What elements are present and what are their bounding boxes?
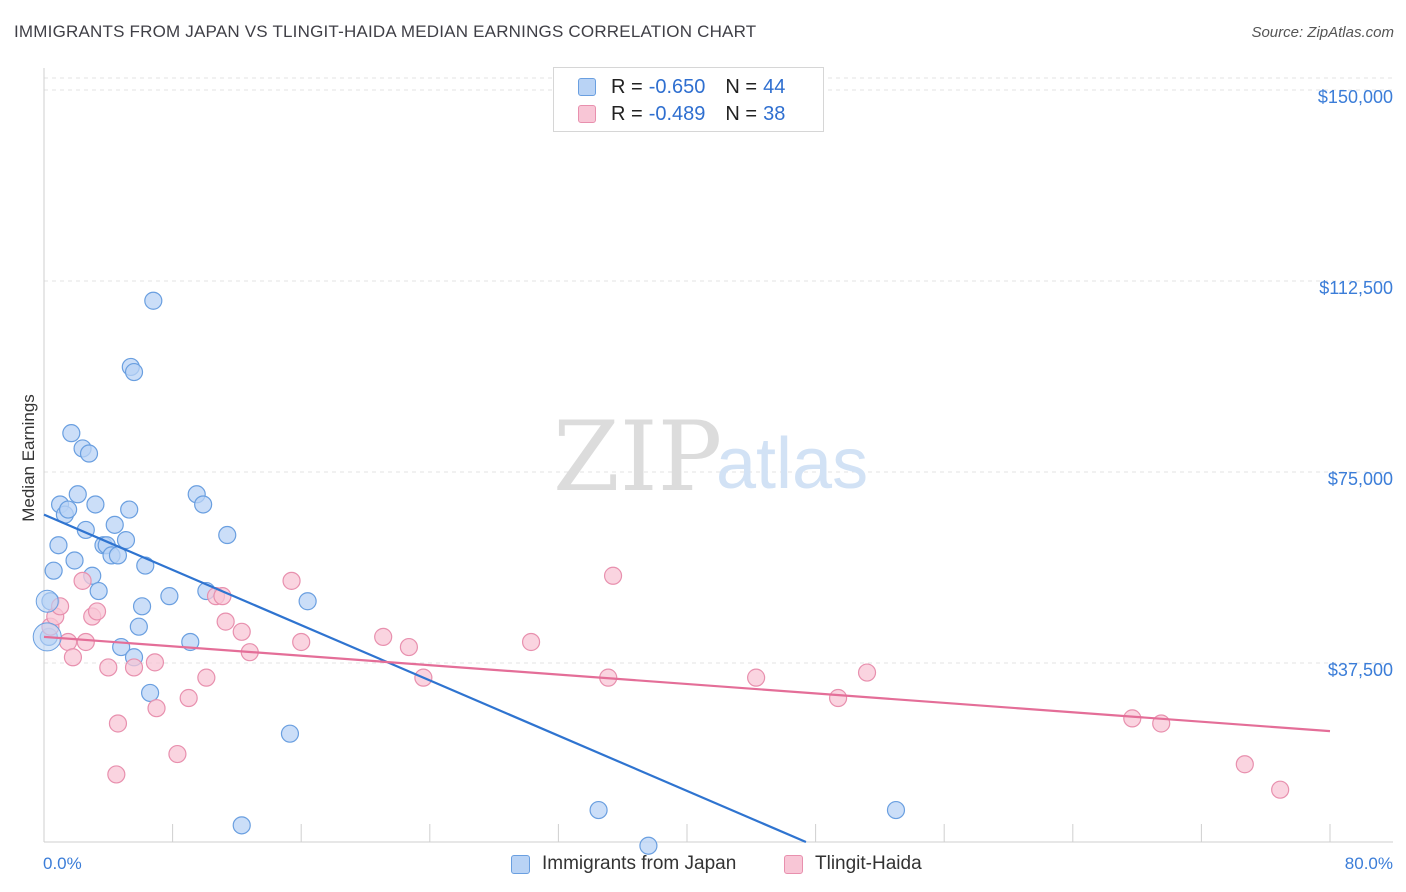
y-tick-label: $75,000 — [1328, 469, 1393, 489]
y-tick-label: $150,000 — [1318, 87, 1393, 107]
tlingit-point — [374, 627, 393, 646]
japan-point — [68, 485, 87, 504]
tlingit-point — [829, 688, 848, 708]
tlingit-point — [216, 612, 235, 631]
japan-point — [886, 800, 906, 820]
y-axis-label: Median Earnings — [19, 394, 38, 522]
swatch-japan — [578, 78, 596, 96]
japan-point — [280, 724, 300, 743]
r-label: R = — [611, 75, 643, 98]
x-tick-min: 0.0% — [43, 854, 82, 873]
bottom-swatch-japan — [511, 854, 530, 874]
japan-point — [140, 683, 160, 703]
tlingit-point — [147, 699, 166, 718]
japan-point — [35, 589, 59, 613]
chart-source: Source: ZipAtlas.com — [1251, 24, 1394, 41]
chart-title: IMMIGRANTS FROM JAPAN VS TLINGIT-HAIDA M… — [14, 22, 757, 41]
tlingit-point — [1235, 755, 1254, 774]
r-value-japan: -0.650 — [648, 75, 706, 98]
tlingit-point — [76, 632, 95, 652]
y-tick-label: $37,500 — [1328, 660, 1393, 680]
japan-point — [116, 531, 136, 550]
tlingit-point — [87, 602, 107, 621]
watermark-atlas: atlas — [716, 424, 868, 504]
bottom-legend-label-japan: Immigrants from Japan — [542, 853, 737, 874]
tlingit-trend-line — [43, 635, 1331, 733]
japan-point — [89, 581, 108, 601]
n-label: N = — [725, 102, 758, 125]
japan-point — [59, 500, 78, 519]
japan-point — [160, 587, 179, 606]
tlingit-point — [59, 632, 78, 652]
watermark-zip: ZIP — [553, 401, 722, 513]
axes — [43, 68, 1393, 843]
n-value-tlingit: 38 — [763, 102, 786, 125]
japan-point — [232, 816, 251, 835]
tlingit-point — [232, 622, 251, 641]
correlation-legend: R = -0.650 N = 44 R = -0.489 N = 38 — [553, 67, 824, 132]
bottom-legend-label-tlingit: Tlingit-Haida — [815, 853, 922, 874]
r-value-tlingit: -0.489 — [648, 102, 706, 125]
japan-point — [49, 536, 68, 555]
y-tick-labels: $150,000 $112,500 $75,000 $37,500 — [1318, 87, 1393, 680]
y-tick-label: $112,500 — [1319, 278, 1393, 298]
x-tick-max: 80.0% — [1345, 854, 1393, 873]
tlingit-point — [399, 637, 419, 657]
r-label: R = — [611, 102, 643, 125]
japan-point — [44, 561, 63, 580]
bottom-legend-japan: Immigrants from Japan — [511, 851, 736, 877]
tlingit-point — [747, 668, 766, 687]
tlingit-point — [107, 765, 126, 784]
tlingit-point — [108, 714, 128, 733]
japan-point — [79, 444, 99, 463]
tlingit-point — [282, 571, 301, 590]
japan-point — [298, 592, 317, 611]
n-value-japan: 44 — [763, 75, 786, 98]
japan-trend-line — [43, 513, 807, 844]
bottom-legend-tlingit: Tlingit-Haida — [784, 851, 922, 877]
japan-point — [639, 836, 658, 855]
tlingit-point — [168, 744, 187, 764]
tlingit-point — [179, 688, 198, 708]
n-label: N = — [725, 75, 758, 98]
gridlines — [44, 77, 1393, 664]
tlingit-point — [603, 566, 623, 585]
japan-point — [194, 495, 213, 514]
japan-point — [129, 617, 148, 636]
tlingit-point — [521, 632, 541, 652]
tlingit-point — [124, 658, 144, 677]
japan-point — [589, 800, 608, 820]
japan-point — [65, 551, 84, 570]
legend-row-tlingit: R = -0.489 N = 38 — [578, 101, 785, 127]
tlingit-point — [63, 648, 83, 667]
trend-lines — [43, 513, 1331, 844]
bottom-swatch-tlingit — [784, 854, 803, 874]
japan-point — [132, 597, 152, 616]
tlingit-point — [99, 658, 118, 677]
japan-point — [62, 424, 81, 443]
data-points — [32, 291, 1290, 855]
tlingit-point — [857, 663, 877, 682]
tlingit-point — [145, 653, 165, 672]
japan-point — [105, 515, 124, 534]
tlingit-point — [1123, 709, 1142, 728]
japan-point — [218, 525, 237, 545]
watermark: ZIP atlas — [553, 401, 868, 513]
swatch-tlingit — [578, 105, 596, 123]
tlingit-point — [73, 571, 92, 590]
legend-row-japan: R = -0.650 N = 44 — [578, 74, 785, 100]
japan-point — [120, 500, 139, 519]
tlingit-point — [197, 668, 216, 687]
tlingit-point — [292, 632, 311, 652]
japan-point — [144, 291, 163, 310]
tlingit-point — [1271, 780, 1290, 799]
japan-point — [124, 362, 144, 382]
japan-point — [86, 495, 105, 514]
